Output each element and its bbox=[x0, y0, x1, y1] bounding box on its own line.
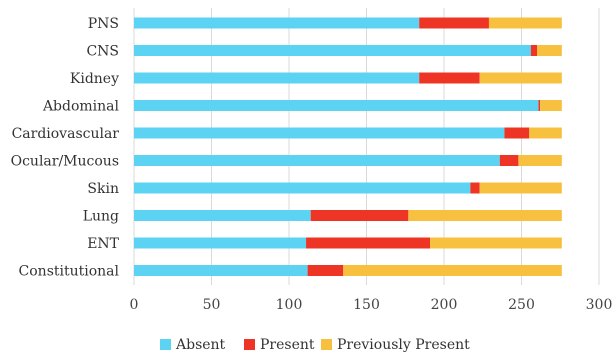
x-tick-label: 200 bbox=[431, 297, 458, 313]
bar-pns-absent bbox=[134, 17, 420, 29]
bar-cardiovascular-absent bbox=[134, 127, 505, 139]
bar-constitutional-present bbox=[307, 265, 344, 276]
bar-kidney-present bbox=[419, 72, 480, 84]
category-label: CNS bbox=[86, 44, 119, 60]
bar-ocular-mucous-previously-present bbox=[518, 155, 562, 166]
legend-label: Previously Present bbox=[337, 337, 470, 353]
category-label: Abdominal bbox=[42, 99, 120, 115]
legend-label: Absent bbox=[175, 337, 226, 353]
category-label: Kidney bbox=[70, 71, 119, 87]
category-label: Ocular/Mucous bbox=[11, 154, 119, 170]
bar-constitutional-absent bbox=[134, 265, 308, 276]
bar-cardiovascular-previously-present bbox=[529, 127, 562, 139]
legend: Absent Present Previously Present bbox=[160, 337, 470, 353]
category-label: ENT bbox=[87, 236, 119, 252]
x-tick-label: 50 bbox=[203, 297, 221, 313]
x-tick-label: 0 bbox=[130, 297, 139, 313]
x-tick-label: 150 bbox=[353, 297, 380, 313]
category-label: Cardiovascular bbox=[12, 126, 120, 142]
bar-ent-absent bbox=[134, 237, 307, 249]
bar-kidney-absent bbox=[134, 72, 420, 84]
bar-cns-absent bbox=[134, 45, 531, 56]
bar-cns-present bbox=[530, 45, 537, 56]
x-axis-tick-labels: 0 50 100 150 200 250 300 bbox=[130, 297, 612, 313]
bar-skin-present bbox=[470, 182, 480, 194]
bar-lung-absent bbox=[134, 210, 311, 221]
bar-kidney-previously-present bbox=[479, 72, 562, 84]
category-label: PNS bbox=[88, 16, 119, 32]
bar-ent-previously-present bbox=[430, 237, 562, 249]
x-tick-label: 250 bbox=[508, 297, 535, 313]
bar-skin-absent bbox=[134, 182, 471, 194]
legend-swatch bbox=[244, 339, 255, 350]
bar-cns-previously-present bbox=[537, 45, 562, 56]
category-labels: PNS CNS Kidney Abdominal Cardiovascular Ocula… bbox=[11, 16, 120, 280]
bar-pns-previously-present bbox=[488, 17, 562, 29]
bar-cardiovascular-present bbox=[504, 127, 530, 139]
category-label: Constitutional bbox=[19, 264, 120, 280]
bar-skin-previously-present bbox=[479, 182, 562, 194]
x-tick-label: 100 bbox=[276, 297, 303, 313]
legend-swatch bbox=[321, 339, 332, 350]
bar-ocular-mucous-present bbox=[499, 155, 519, 166]
legend-label: Present bbox=[260, 337, 315, 353]
bar-abdominal-absent bbox=[134, 100, 539, 111]
legend-swatch bbox=[160, 339, 171, 350]
bar-abdominal-present bbox=[538, 100, 541, 111]
category-label: Skin bbox=[87, 181, 119, 197]
bar-pns-present bbox=[419, 17, 489, 29]
bar-lung-previously-present bbox=[408, 210, 562, 221]
bar-constitutional-previously-present bbox=[343, 265, 562, 276]
bars bbox=[134, 17, 562, 276]
bar-abdominal-previously-present bbox=[540, 100, 562, 111]
bar-lung-present bbox=[310, 210, 409, 221]
x-tick-label: 300 bbox=[586, 297, 612, 313]
bar-ocular-mucous-absent bbox=[134, 155, 500, 166]
category-label: Lung bbox=[83, 209, 119, 225]
bar-ent-present bbox=[306, 237, 431, 249]
